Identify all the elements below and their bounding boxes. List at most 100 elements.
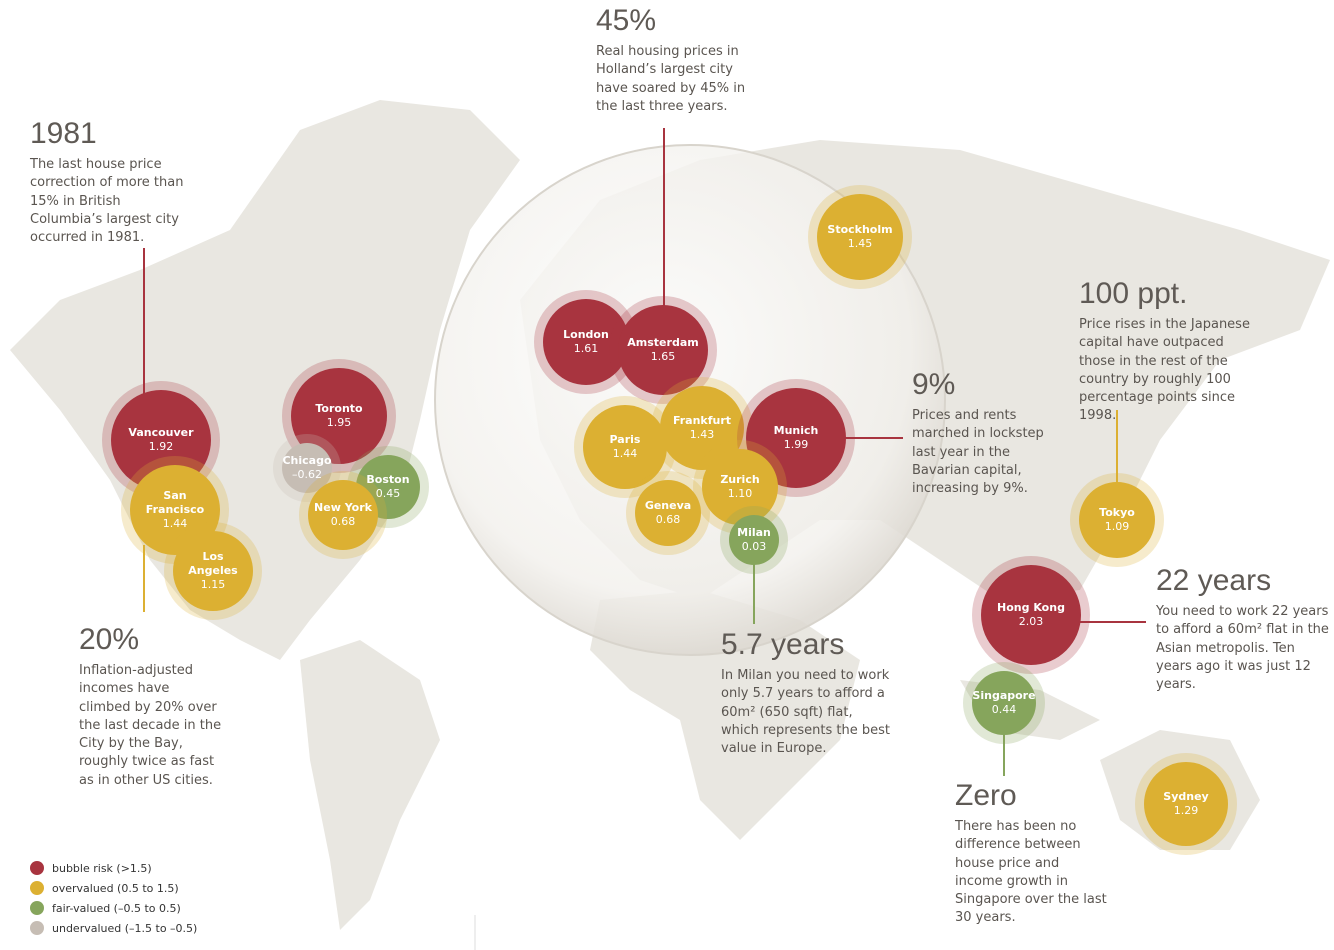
city-value: 0.45	[375, 487, 401, 500]
city-value: 1.15	[200, 578, 226, 591]
city-label: Munich 1.99	[761, 424, 831, 452]
city-value: 1.43	[689, 428, 715, 441]
city-bubble	[583, 405, 667, 489]
city-bubble	[635, 480, 701, 546]
city-bubble	[291, 368, 387, 464]
city-value: 1.44	[162, 517, 188, 530]
city-value: 0.44	[991, 703, 1017, 716]
city-bubble	[1144, 762, 1228, 846]
city-label: Vancouver 1.92	[126, 426, 196, 454]
city-bubble	[972, 671, 1036, 735]
annotation-text: Real housing prices in Holland’s largest…	[596, 44, 746, 114]
annotation: 9% Prices and rents marched in lockstep l…	[912, 367, 1052, 498]
legend-item: undervalued (–1.5 to –0.5)	[30, 918, 197, 938]
city-label: Amsterdam 1.65	[623, 336, 703, 364]
annotation-text: Price rises in the Japanese capital have…	[1079, 317, 1250, 424]
city-bubble	[817, 194, 903, 280]
city-label: Zurich 1.10	[710, 473, 770, 501]
annotation-text: You need to work 22 years to afford a 60…	[1156, 604, 1329, 693]
legend-item: fair-valued (–0.5 to 0.5)	[30, 898, 197, 918]
city-value: 1.61	[573, 342, 599, 355]
annotation: 5.7 years In Milan you need to work only …	[721, 627, 891, 758]
legend-label: overvalued (0.5 to 1.5)	[52, 881, 179, 895]
city-name: Vancouver	[128, 426, 194, 439]
city-name: London	[563, 328, 609, 341]
annotation: 20% Inflation-adjusted incomes have climb…	[79, 622, 224, 790]
city-name: Toronto	[315, 402, 363, 415]
city-name: Munich	[773, 424, 819, 437]
annotation: 22 years You need to work 22 years to aff…	[1156, 563, 1331, 694]
annotation-heading: 20%	[79, 623, 140, 656]
city-name: Los Angeles	[188, 550, 238, 577]
city-bubble	[130, 465, 220, 555]
city-name: Sydney	[1163, 790, 1209, 803]
annotation: Zero There has been no difference between…	[955, 778, 1110, 928]
legend-item: overvalued (0.5 to 1.5)	[30, 878, 197, 898]
annotation-heading: 5.7 years	[721, 628, 845, 661]
city-bubble	[111, 390, 211, 490]
city-value: 2.03	[1018, 615, 1044, 628]
legend: bubble risk (>1.5) overvalued (0.5 to 1.5…	[30, 858, 197, 938]
city-value: 0.68	[655, 513, 681, 526]
city-label: San Francisco 1.44	[145, 489, 205, 531]
city-label: Chicago –0.62	[277, 454, 337, 482]
legend-swatch	[30, 901, 44, 915]
city-bubbles	[102, 185, 1237, 855]
legend-label: fair-valued (–0.5 to 0.5)	[52, 901, 181, 915]
city-name: Amsterdam	[627, 336, 699, 349]
annotation-text: In Milan you need to work only 5.7 years…	[721, 668, 890, 757]
city-label: Hong Kong 2.03	[991, 601, 1071, 629]
annotation-heading: 9%	[912, 368, 956, 401]
annotation-text: The last house price correction of more …	[30, 157, 184, 246]
city-label: Toronto 1.95	[304, 402, 374, 430]
city-label: Paris 1.44	[595, 433, 655, 461]
annotation-heading: 45%	[596, 4, 657, 37]
annotation: 1981 The last house price correction of m…	[30, 116, 195, 247]
city-name: Stockholm	[827, 223, 893, 236]
city-name: Frankfurt	[672, 414, 732, 427]
city-value: 1.10	[727, 487, 753, 500]
city-value: 1.09	[1104, 520, 1130, 533]
leader-lines	[143, 128, 1146, 776]
city-name: Milan	[737, 526, 771, 539]
city-value: 1.44	[612, 447, 638, 460]
city-name: Chicago	[282, 454, 332, 467]
city-bubble	[618, 305, 708, 395]
city-label: Boston 0.45	[358, 473, 418, 501]
city-bubble	[981, 565, 1081, 665]
annotation-text: Prices and rents marched in lockstep las…	[912, 408, 1044, 497]
city-name: Zurich	[720, 473, 760, 486]
city-label: Geneva 0.68	[638, 499, 698, 527]
city-label: London 1.61	[551, 328, 621, 356]
city-label: Sydney 1.29	[1156, 790, 1216, 818]
city-name: San Francisco	[145, 489, 205, 516]
annotation-text: Inflation-adjusted incomes have climbed …	[79, 663, 222, 788]
city-label: Frankfurt 1.43	[667, 414, 737, 442]
city-name: Paris	[609, 433, 641, 446]
city-label: Tokyo 1.09	[1087, 506, 1147, 534]
city-bubble	[1079, 482, 1155, 558]
annotation: 45% Real housing prices in Holland’s larg…	[596, 3, 746, 116]
city-bubble	[660, 386, 744, 470]
annotation-text: There has been no difference between hou…	[955, 819, 1107, 926]
city-value: 0.68	[330, 515, 356, 528]
city-name: Boston	[366, 473, 410, 486]
city-bubble	[282, 443, 332, 493]
annotation-heading: 1981	[30, 117, 97, 150]
city-value: 1.45	[847, 237, 873, 250]
city-bubble	[746, 388, 846, 488]
city-value: 1.65	[650, 350, 676, 363]
city-value: 1.29	[1173, 804, 1199, 817]
city-bubble	[173, 531, 253, 611]
annotation: 100 ppt. Price rises in the Japanese capi…	[1079, 276, 1254, 426]
city-value: –0.62	[292, 468, 322, 481]
legend-swatch	[30, 861, 44, 875]
city-value: 0.03	[741, 540, 767, 553]
city-label: Los Angeles 1.15	[185, 550, 241, 592]
city-name: Tokyo	[1099, 506, 1135, 519]
city-bubble	[308, 480, 378, 550]
city-value: 1.92	[148, 440, 174, 453]
legend-swatch	[30, 881, 44, 895]
